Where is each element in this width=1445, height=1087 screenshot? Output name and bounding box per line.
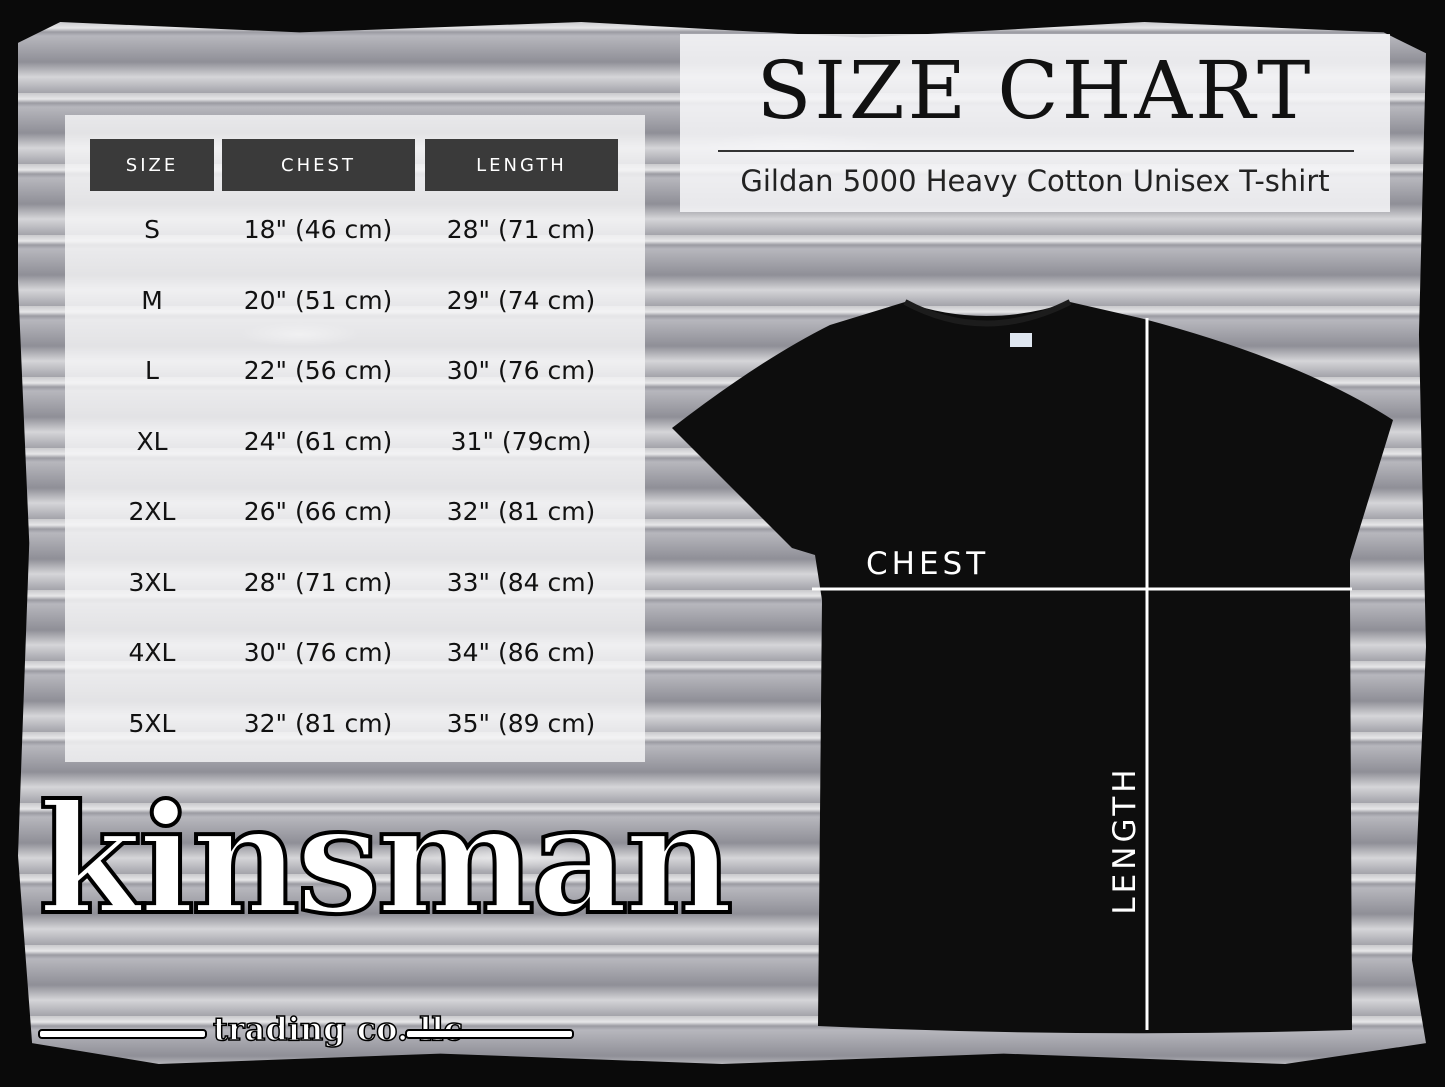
length-cell: 35" (89 cm) xyxy=(446,708,596,738)
length-cell: 32" (81 cm) xyxy=(446,497,596,526)
column-header-chest: CHEST xyxy=(222,139,415,191)
table-row: L 22" (56 cm) 30" (76 cm) xyxy=(90,356,620,396)
chest-cell: 28" (71 cm) xyxy=(243,567,393,597)
tshirt-shape xyxy=(672,302,1393,1034)
table-row: 5XL 32" (81 cm) 35" (89 cm) xyxy=(90,709,620,749)
page-title: SIZE CHART xyxy=(756,44,1314,137)
length-cell: 34" (86 cm) xyxy=(446,638,596,667)
title-divider xyxy=(718,150,1354,152)
chest-label: CHEST xyxy=(866,546,990,582)
size-cell: M xyxy=(141,285,163,315)
size-cell: L xyxy=(145,356,159,385)
tshirt-collar xyxy=(903,299,1072,327)
size-cell: 2XL xyxy=(128,497,176,526)
logo-ornament-right xyxy=(405,1029,574,1039)
chest-cell: 18" (46 cm) xyxy=(243,215,393,244)
table-row: M 20" (51 cm) 29" (74 cm) xyxy=(90,286,620,326)
length-cell: 33" (84 cm) xyxy=(446,567,596,597)
column-header-size: SIZE xyxy=(90,139,214,191)
chest-cell: 30" (76 cm) xyxy=(243,638,393,667)
table-row: 4XL 30" (76 cm) 34" (86 cm) xyxy=(90,638,620,678)
size-cell: 5XL xyxy=(128,708,176,738)
size-table-panel xyxy=(65,115,645,762)
title-box: SIZE CHART Gildan 5000 Heavy Cotton Unis… xyxy=(680,34,1390,212)
chest-cell: 22" (56 cm) xyxy=(243,356,393,385)
size-cell: 3XL xyxy=(128,567,176,597)
chest-cell: 26" (66 cm) xyxy=(243,497,393,526)
chest-cell: 20" (51 cm) xyxy=(243,285,393,315)
length-cell: 31" (79cm) xyxy=(450,426,592,456)
table-row: S 18" (46 cm) 28" (71 cm) xyxy=(90,215,620,255)
logo-ornament-left xyxy=(38,1029,207,1039)
size-cell: S xyxy=(144,215,160,244)
tshirt-tag xyxy=(1010,333,1032,347)
length-label: LENGTH xyxy=(1107,765,1143,915)
table-row: 3XL 28" (71 cm) 33" (84 cm) xyxy=(90,568,620,608)
length-cell: 28" (71 cm) xyxy=(446,215,596,244)
chest-cell: 32" (81 cm) xyxy=(243,708,393,738)
length-cell: 29" (74 cm) xyxy=(446,285,596,315)
chest-cell: 24" (61 cm) xyxy=(243,426,393,456)
kinsman-logo: kinsman xyxy=(36,772,735,948)
size-cell: XL xyxy=(136,426,168,456)
table-row: XL 24" (61 cm) 31" (79cm) xyxy=(90,427,620,467)
column-header-length: LENGTH xyxy=(425,139,618,191)
length-cell: 30" (76 cm) xyxy=(446,356,596,385)
subtitle: Gildan 5000 Heavy Cotton Unisex T-shirt xyxy=(740,164,1330,198)
table-row: 2XL 26" (66 cm) 32" (81 cm) xyxy=(90,497,620,537)
size-cell: 4XL xyxy=(128,638,176,667)
